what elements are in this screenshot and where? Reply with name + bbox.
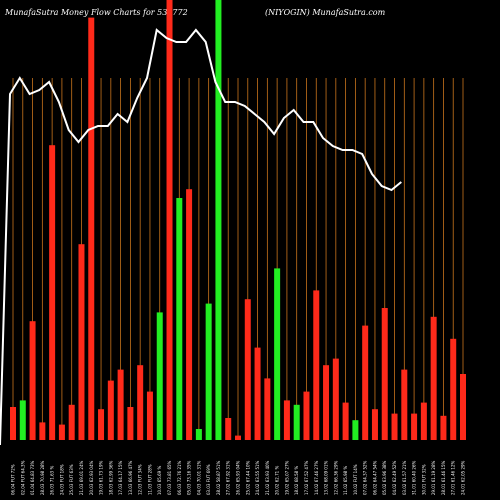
flow-bar	[371, 409, 378, 440]
x-tick-label: 20.02 62.71 %	[275, 466, 280, 495]
x-tick-label: 02.04 FUT 64.3%	[20, 460, 25, 495]
flow-bar	[156, 312, 163, 440]
chart-title-right: (NIYOGIN) MunafaSutra.com	[265, 8, 386, 17]
x-tick-label: 06.02 64.47 54%	[372, 460, 377, 495]
flow-bar	[68, 404, 75, 440]
flow-bar	[264, 378, 271, 440]
flow-bar	[117, 369, 124, 440]
flow-bar	[430, 316, 437, 440]
x-tick-label: 17.03 64.17 15%	[118, 460, 123, 495]
flow-bar	[176, 198, 183, 440]
x-tick-label: 10.03 65.69 %	[157, 466, 162, 495]
x-tick-label: 01.04 64.83 73%	[30, 460, 35, 495]
x-tick-label: 26.03 71.63 %	[50, 466, 55, 495]
x-tick-label: 26.02 65.93 04%	[236, 460, 241, 495]
flow-bar	[58, 424, 65, 440]
flow-bar	[313, 290, 320, 440]
x-tick-label: 25.02 67.44 10%	[245, 460, 250, 495]
flow-bar	[342, 402, 349, 440]
flow-bar	[137, 365, 144, 440]
x-tick-label: 11.02 65.98 %	[343, 466, 348, 495]
flow-bar	[332, 358, 339, 440]
x-tick-label: 24.01 62.05 29%	[461, 460, 466, 495]
flow-bar	[460, 374, 466, 440]
x-tick-label: 06.03 72.76 21%	[177, 460, 182, 495]
flow-bar	[186, 189, 193, 440]
x-tick-label: 05.02 63.96 38%	[382, 460, 387, 495]
x-tick-label: 18.03 62.99 36%	[108, 460, 113, 495]
flow-bar	[225, 418, 232, 440]
x-tick-label: 03.03 FUT 69%	[206, 464, 211, 495]
chart-title-left: MunafaSutra Money Flow Charts for 538772	[5, 8, 188, 17]
price-line	[0, 28, 402, 446]
flow-bar	[401, 369, 408, 440]
flow-bar	[107, 380, 114, 440]
flow-bar	[19, 400, 26, 440]
flow-bar	[283, 400, 290, 440]
x-tick-label: 11.03 FUT 28%	[147, 464, 152, 495]
x-tick-label: 19.02 65.07 27%	[284, 460, 289, 495]
x-tick-label: 25.03 FUT 63%	[69, 464, 74, 495]
flow-bar	[391, 413, 398, 440]
flow-bar	[274, 268, 281, 440]
flow-bar	[127, 407, 134, 440]
flow-bar	[381, 308, 388, 440]
x-tick-label: 21.03 69.01 24%	[79, 460, 84, 495]
flow-bar	[146, 391, 153, 440]
x-tick-label: 28.01 61.46 15%	[441, 460, 446, 495]
x-tick-label: 10.02 FUT 14%	[353, 464, 358, 495]
flow-bar	[49, 145, 56, 440]
flow-bar	[195, 429, 202, 440]
x-tick-label: 06.04 FUT 72%	[11, 464, 16, 495]
x-tick-label: 03.02 61.57 21%	[402, 460, 407, 495]
x-tick-label: 04.03 70.01 31%	[196, 460, 201, 495]
x-tick-label: 07.03 73.81 65%	[167, 460, 172, 495]
flow-bar	[39, 422, 46, 440]
x-tick-label: 27.01 61.46 12%	[451, 460, 456, 495]
x-tick-label: 04.02 62.49 52%	[392, 460, 397, 495]
flow-bar	[450, 338, 457, 440]
flow-bar	[166, 0, 173, 440]
x-tick-label: 31.01 60.40 26%	[412, 460, 417, 495]
x-tick-label: 13.03 66.96 47%	[128, 460, 133, 495]
x-tick-label: 28.02 58.87 51%	[216, 460, 221, 495]
x-tick-label: 07.02 64.37 52%	[363, 460, 368, 495]
x-tick-label: 29.01 61.19 28%	[431, 460, 436, 495]
flow-bar	[411, 413, 418, 440]
flow-bar	[440, 415, 447, 440]
x-tick-label: 14.02 67.46 27%	[314, 460, 319, 495]
x-tick-label: 18.02 68.58 %	[294, 466, 299, 495]
flow-bar	[98, 409, 105, 440]
flow-bar	[362, 325, 369, 440]
x-tick-label: 12.02 66.36 29%	[333, 460, 338, 495]
flow-bar	[293, 404, 300, 440]
x-tick-label: 20.03 62.93 04%	[89, 460, 94, 495]
flow-bar	[254, 347, 261, 440]
flow-bar	[352, 420, 359, 440]
x-tick-label: 21.02 63.93 40%	[265, 460, 270, 495]
flow-bar	[303, 391, 310, 440]
x-tick-label: 17.02 67.52 47%	[304, 460, 309, 495]
flow-bar	[420, 402, 427, 440]
x-tick-label: 24.02 63.55 51%	[255, 460, 260, 495]
x-tick-label: 05.03 73.16 35%	[187, 460, 192, 495]
x-tick-label: 12.03 FUT 34%	[138, 464, 143, 495]
x-tick-label: 24.03 FUT 18%	[59, 464, 64, 495]
x-tick-label: 30.01 FUT 32%	[421, 464, 426, 495]
x-tick-label: 28.03 70.98 28%	[40, 460, 45, 495]
flow-bar	[215, 0, 222, 440]
flow-bar	[10, 407, 16, 440]
flow-bar	[244, 299, 251, 440]
flow-bar	[78, 244, 85, 440]
flow-bar	[205, 303, 212, 440]
flow-bar	[235, 435, 241, 440]
x-tick-label: 19.03 61.73 19%	[99, 460, 104, 495]
flow-bar	[29, 321, 36, 440]
x-tick-label: 13.02 68.09 01%	[324, 460, 329, 495]
x-tick-label: 27.02 67.92 31%	[226, 460, 231, 495]
flow-bar	[88, 17, 95, 440]
flow-bar	[323, 365, 330, 440]
